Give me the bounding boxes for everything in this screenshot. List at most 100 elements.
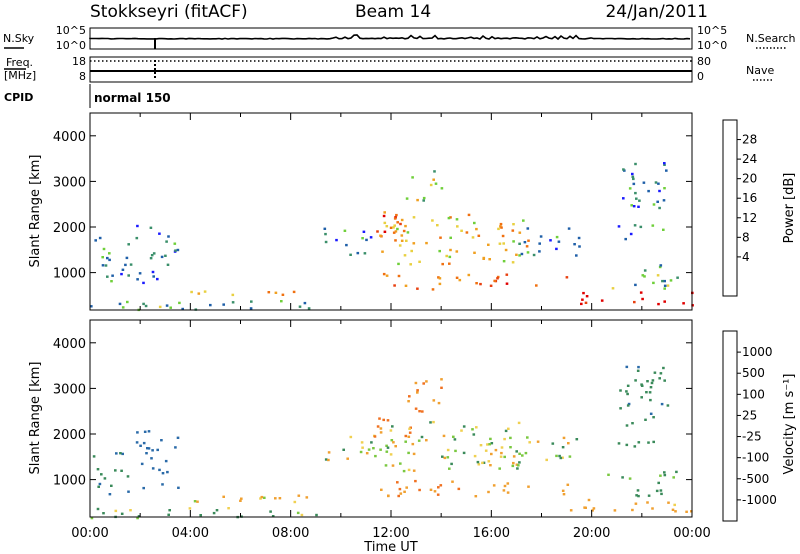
data-cell [511, 229, 515, 232]
data-cell [487, 460, 491, 463]
data-cell [654, 181, 658, 184]
data-cell [102, 247, 106, 251]
data-cell [535, 284, 538, 287]
data-cell [622, 168, 625, 171]
data-cell [407, 400, 410, 403]
data-cell [631, 172, 634, 176]
data-cell [561, 446, 565, 449]
data-cell [536, 440, 540, 443]
data-cell [647, 441, 650, 444]
data-cell [631, 508, 634, 512]
data-cell [324, 458, 328, 461]
data-cell [396, 227, 399, 231]
beam-title: Beam 14 [355, 2, 431, 22]
y-tick-label: 2000 [53, 221, 86, 236]
data-cell [367, 448, 371, 451]
data-cell [392, 441, 395, 444]
data-cell [410, 249, 413, 253]
data-cell [404, 440, 407, 443]
data-cell [643, 269, 647, 272]
data-cell [557, 240, 561, 243]
data-cell [652, 203, 656, 206]
velocity-colorbar: 1000 500 100 25 -25 -100 -500 -1000 [722, 330, 777, 522]
data-cell [190, 290, 193, 294]
data-cell [500, 451, 503, 455]
data-cell [465, 231, 469, 234]
colorbar-tick-label: 8 [742, 230, 750, 244]
colorbar-tick-label: -100 [742, 451, 769, 465]
data-cell [651, 224, 655, 227]
data-cell [538, 242, 541, 245]
data-cell [362, 230, 366, 233]
data-cell [278, 497, 282, 500]
data-cell [418, 410, 421, 413]
data-cell [562, 436, 566, 440]
data-cell [181, 307, 184, 311]
data-cell [222, 495, 225, 498]
data-cell [496, 275, 500, 279]
data-cell [592, 507, 596, 510]
data-cell [239, 499, 242, 502]
data-cell [526, 227, 530, 230]
data-cell [389, 429, 393, 432]
data-cell [379, 427, 383, 430]
data-cell [404, 434, 408, 438]
data-cell [630, 204, 633, 207]
data-cell [488, 258, 491, 261]
data-cell [663, 279, 666, 283]
data-cell [374, 454, 377, 458]
data-cell [437, 401, 441, 405]
data-cell [346, 457, 349, 460]
data-cell [174, 249, 177, 252]
data-cell [389, 453, 393, 456]
data-cell [646, 501, 649, 504]
data-cell [373, 435, 377, 438]
data-cell [370, 441, 373, 444]
y-tick-label: 3000 [53, 175, 86, 190]
data-cell [165, 240, 168, 243]
data-cell [412, 216, 416, 219]
data-cell [622, 197, 625, 200]
data-cell [402, 469, 406, 473]
data-cell [345, 243, 348, 247]
data-cell [674, 510, 677, 513]
data-cell [402, 229, 406, 233]
data-cell [502, 242, 505, 245]
colorbar-tick-label: 25 [742, 408, 757, 422]
data-cell [568, 455, 572, 458]
data-cell [449, 216, 452, 219]
data-cell [395, 213, 398, 217]
data-cell [360, 441, 364, 444]
data-cell [538, 250, 541, 253]
freq-label: Freq. [6, 56, 33, 69]
power-ylabel: Slant Range [km] [28, 155, 43, 268]
data-cell [439, 484, 443, 487]
x-tick-label: 20:00 [573, 526, 610, 541]
data-cell [400, 218, 404, 222]
data-cell [432, 178, 435, 181]
data-cell [504, 429, 508, 433]
data-cell [386, 446, 390, 449]
nsearch-label: N.Search [746, 32, 796, 45]
data-cell [685, 510, 688, 513]
data-cell [429, 183, 433, 187]
data-cell [166, 470, 169, 474]
data-cell [114, 469, 117, 472]
data-cell [385, 450, 389, 453]
data-cell [104, 264, 108, 267]
data-cell [640, 384, 644, 387]
data-cell [127, 274, 130, 277]
y-tick-label: 4000 [53, 337, 86, 352]
data-cell [142, 486, 145, 490]
noise-panel: N.Sky 10^5 10^0 10^5 10^0 N.Search [3, 24, 796, 52]
freq-left-tick-top: 18 [72, 55, 86, 68]
data-cell [581, 298, 584, 301]
data-cell [404, 224, 407, 228]
data-cell [416, 391, 419, 394]
data-cell [431, 288, 435, 291]
colorbar-tick-label: 20 [742, 172, 757, 186]
data-cell [403, 254, 407, 257]
data-cell [504, 248, 508, 252]
data-cell [158, 468, 161, 472]
data-cell [634, 502, 638, 505]
